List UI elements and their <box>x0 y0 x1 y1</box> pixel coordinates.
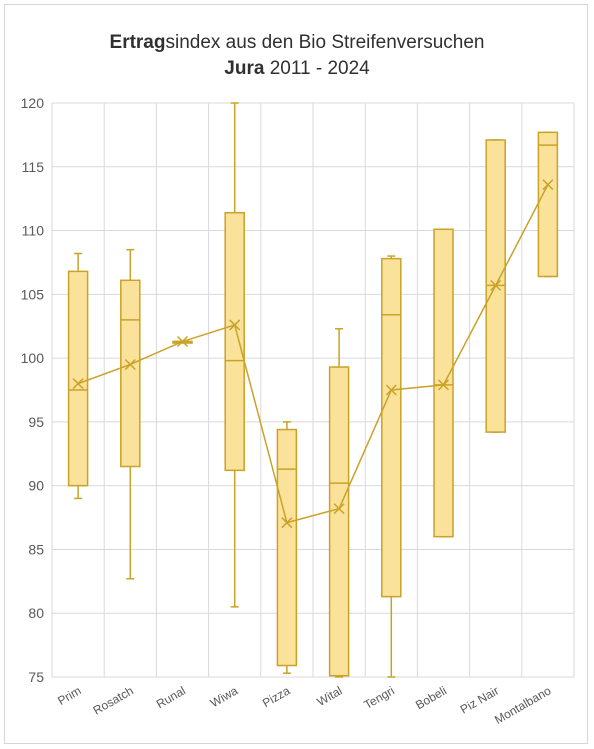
y-tick-label-2: 85 <box>28 541 44 557</box>
x-tick-label-8: Piz Nair <box>458 683 501 716</box>
box-5 <box>328 366 350 677</box>
chart-title-line2-rest: 2011 - 2024 <box>264 58 370 79</box>
x-tick-label-1: Rosatch <box>91 683 136 717</box>
chart-title-line1-rest: sindex aus den Bio Streifenversuchen <box>165 32 485 53</box>
y-tick-label-7: 110 <box>22 223 45 239</box>
mean-marker-9 <box>542 179 554 191</box>
chart-title-line2: Jura 2011 - 2024 <box>0 56 594 82</box>
box-group-3 <box>224 102 245 608</box>
x-tick-label-6: Tengri <box>361 683 396 711</box>
mean-marker-stroke-b-7 <box>437 379 450 391</box>
x-tick-label-3: Wiwa <box>208 683 241 710</box>
mean-marker-2 <box>176 335 189 348</box>
mean-marker-stroke-b-4 <box>281 517 293 529</box>
mean-marker-stroke-b-2 <box>176 335 189 348</box>
mean-marker-8 <box>490 279 502 291</box>
x-tick-label-5: Wital <box>315 683 345 708</box>
y-tick-label-0: 75 <box>28 669 44 685</box>
box-4 <box>276 428 298 667</box>
mean-line <box>77 184 549 524</box>
mean-marker-stroke-b-3 <box>229 319 241 331</box>
mean-marker-stroke-b-9 <box>542 179 554 191</box>
box-group-7 <box>433 228 454 538</box>
mean-marker-7 <box>437 379 450 391</box>
mean-marker-stroke-b-0 <box>72 378 84 390</box>
mean-marker-stroke-b-5 <box>333 503 345 515</box>
box-7 <box>433 228 454 538</box>
y-tick-label-1: 80 <box>28 605 44 621</box>
y-tick-label-4: 95 <box>28 414 44 430</box>
mean-marker-3 <box>229 319 241 331</box>
mean-marker-4 <box>281 517 293 529</box>
chart-title: Ertragsindex aus den Bio Streifenversuch… <box>0 30 594 82</box>
x-tick-label-7: Bobeli <box>413 683 449 712</box>
box-group-9 <box>537 131 559 278</box>
x-tick-label-0: Prim <box>55 683 83 707</box>
box-3 <box>224 211 245 472</box>
box-group-0 <box>67 252 89 500</box>
mean-marker-stroke-b-6 <box>385 384 397 396</box>
labels-layer: Prim Rosatch Runal Wiwa Pizza Wital Tengri Bobe… <box>55 683 553 727</box>
mean-line-layer <box>72 179 554 529</box>
box-1 <box>120 279 141 468</box>
box-group-1 <box>120 248 141 580</box>
box-9 <box>537 131 559 278</box>
mean-marker-stroke-b-8 <box>490 279 502 291</box>
mean-marker-5 <box>333 503 345 515</box>
box-6 <box>381 257 402 598</box>
box-group-5 <box>328 328 350 678</box>
y-tick-label-8: 115 <box>22 159 45 175</box>
y-tick-label-9: 120 <box>21 95 45 111</box>
mean-marker-stroke-b-1 <box>124 358 136 371</box>
mean-marker-6 <box>385 384 397 396</box>
y-tick-label-6: 105 <box>21 286 45 302</box>
box-group-6 <box>381 255 402 678</box>
mean-marker-0 <box>72 378 84 390</box>
x-tick-label-4: Pizza <box>260 683 293 710</box>
chart-title-line1: Ertragsindex aus den Bio Streifenversuch… <box>0 30 594 56</box>
box-group-4 <box>276 421 298 674</box>
chart-title-line2-bold: Jura <box>224 58 265 79</box>
x-tick-label-9: Montalbano <box>492 683 554 727</box>
x-tick-label-2: Runal <box>154 683 188 711</box>
chart-title-line1-bold: Ertrag <box>109 32 166 53</box>
y-tick-label-5: 100 <box>21 350 45 366</box>
box-0 <box>67 270 89 487</box>
y-tick-label-3: 90 <box>28 478 44 494</box>
mean-marker-1 <box>124 358 136 371</box>
